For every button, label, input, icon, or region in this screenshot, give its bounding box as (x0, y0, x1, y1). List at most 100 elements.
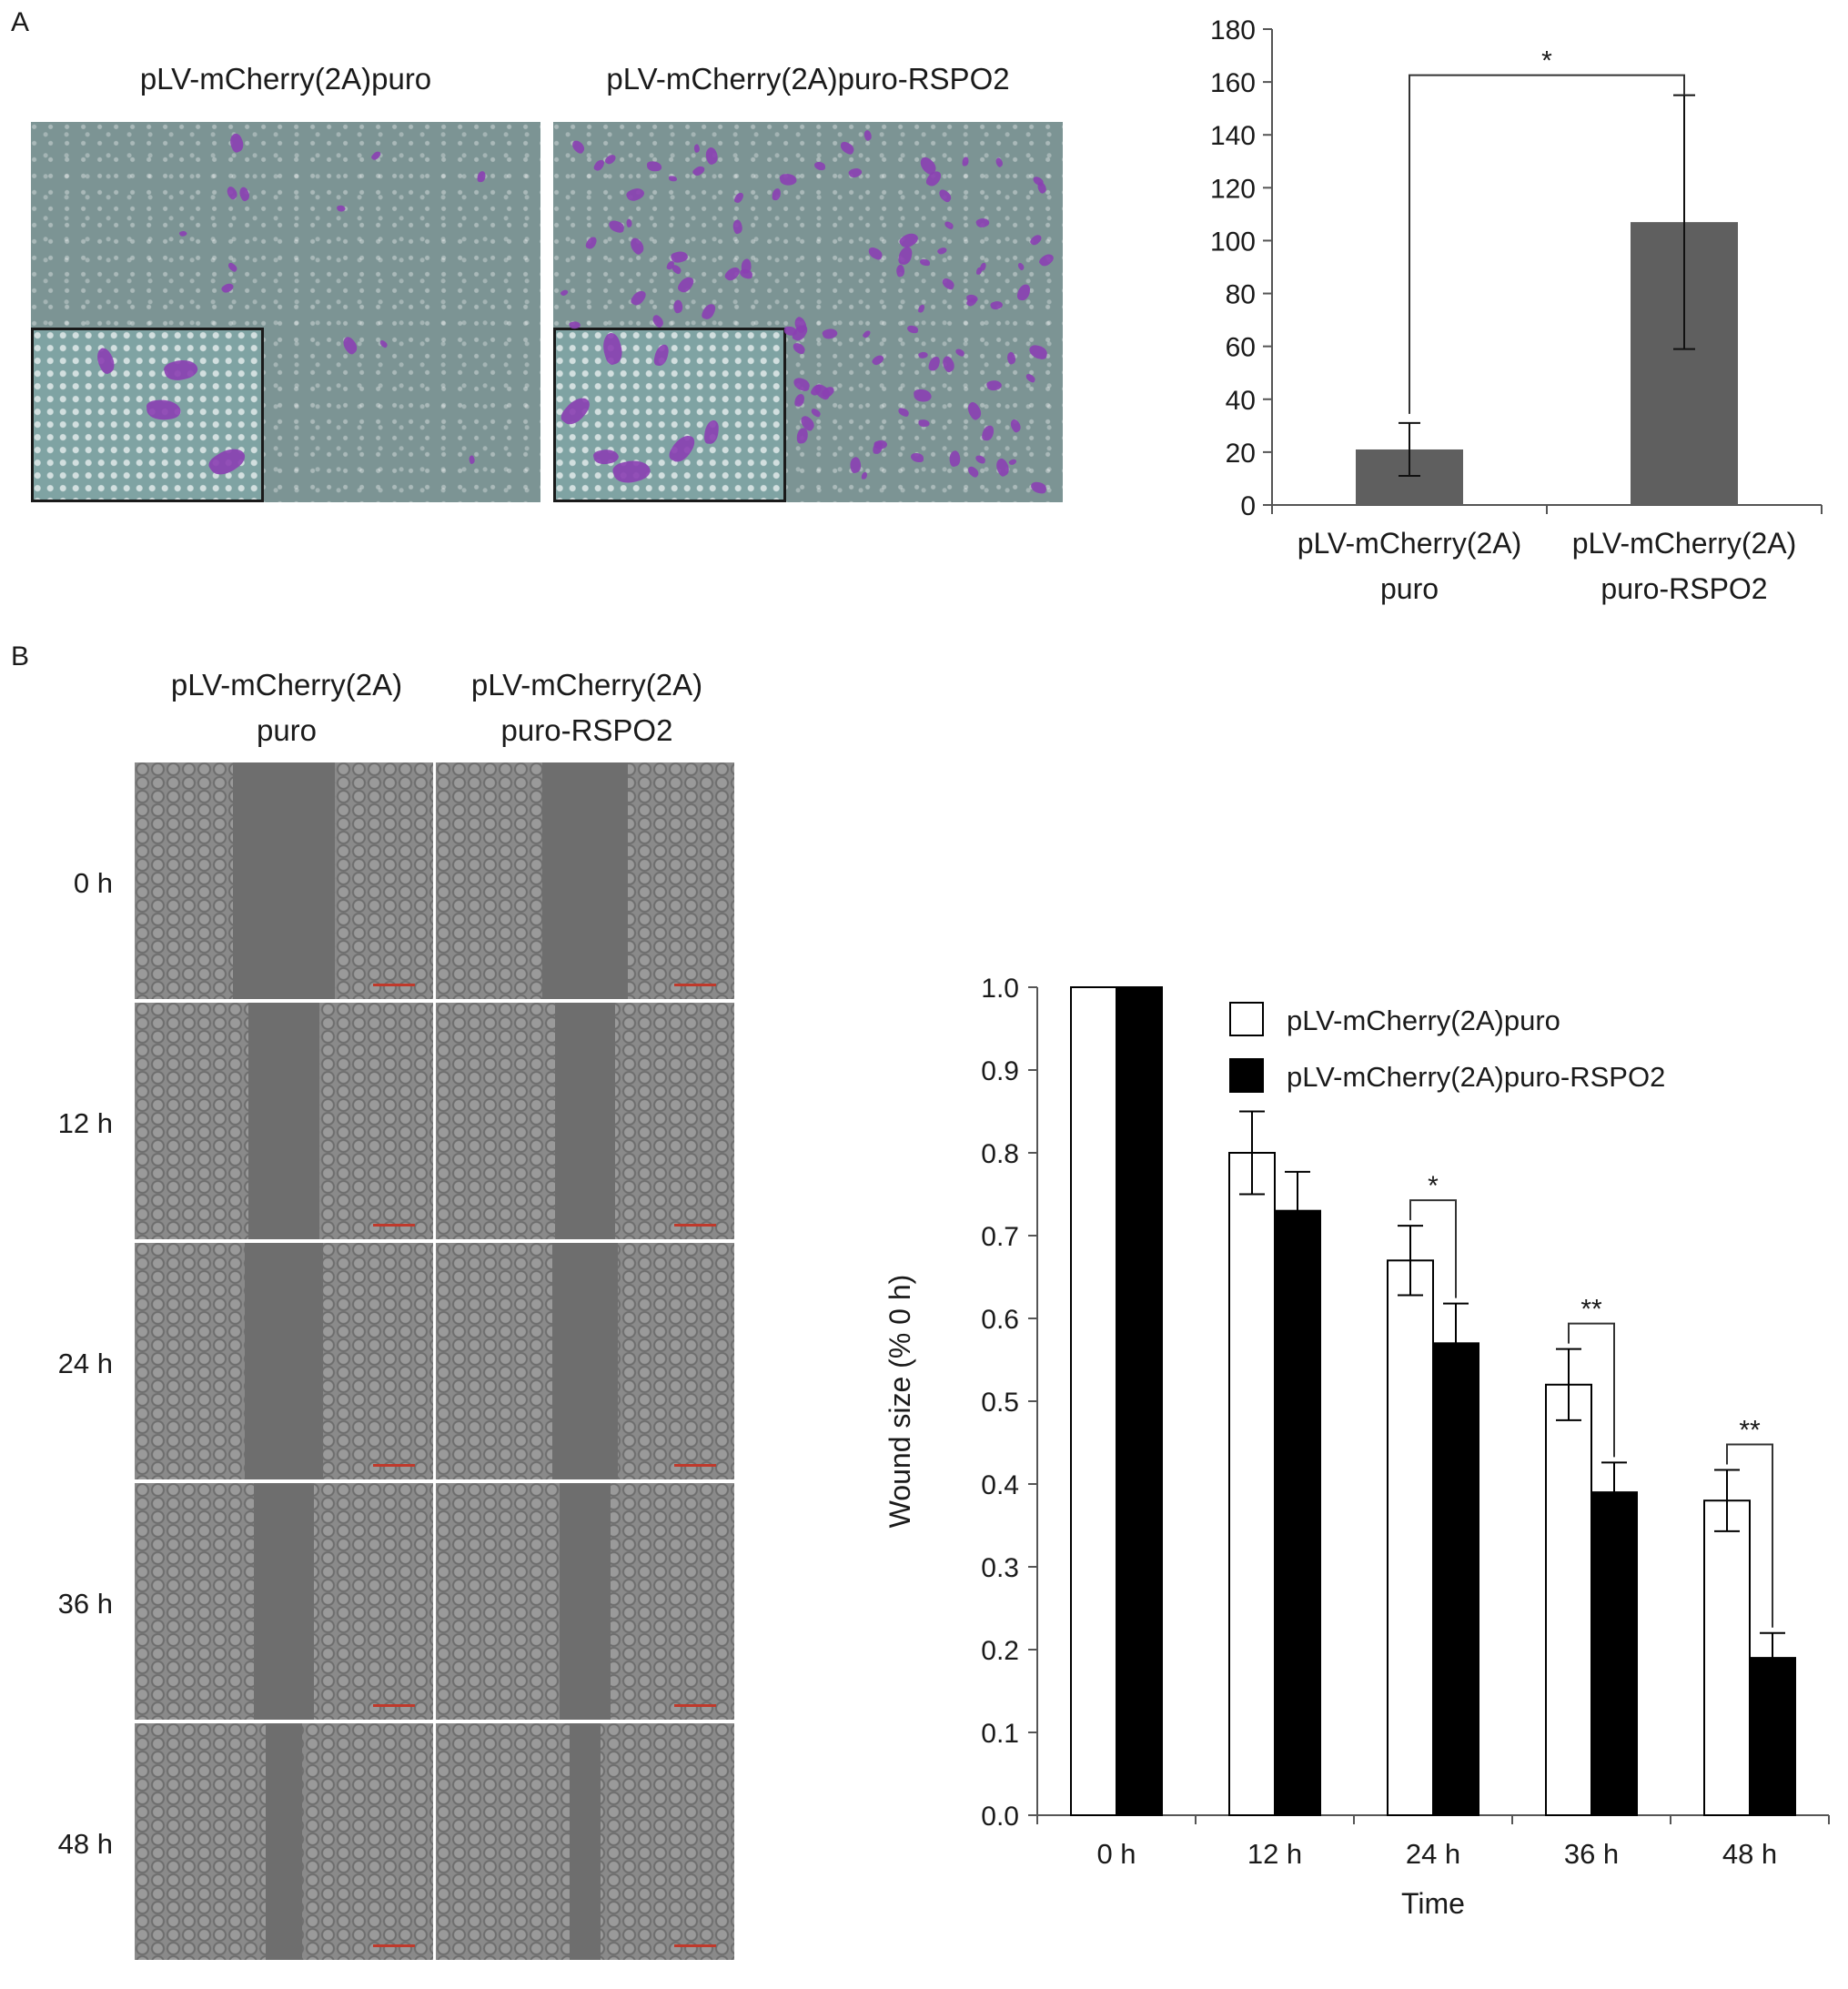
stained-cell (178, 229, 188, 238)
stained-cell (814, 161, 826, 170)
legend-label: pLV-mCherry(2A)puro (1287, 1005, 1560, 1036)
stained-cell (338, 334, 360, 356)
stained-cell (812, 382, 833, 402)
bar-rspo2 (1432, 1342, 1479, 1816)
transwell-inset-rspo2 (553, 328, 786, 502)
stained-cell (954, 348, 966, 358)
wound-gap (254, 1483, 314, 1720)
stained-cell-large (162, 355, 200, 384)
stained-cell-large (611, 456, 652, 488)
wound-image-rspo2 (436, 762, 734, 999)
y-tick-label: 160 (1210, 68, 1256, 98)
bar-puro (1070, 986, 1117, 1816)
y-tick-label: 120 (1210, 174, 1256, 204)
stained-cell (792, 377, 811, 392)
stained-cell (625, 217, 633, 227)
wound-row-label: 24 h (57, 1348, 113, 1379)
stained-cell (907, 325, 919, 334)
stained-cell (675, 273, 696, 296)
transwell-inset-puro (31, 328, 264, 502)
stained-cell (894, 264, 906, 278)
x-tick-label: pLV-mCherry(2A) (1298, 527, 1522, 560)
y-tick-label: 0.8 (981, 1139, 1019, 1169)
y-tick-label: 1.0 (981, 974, 1019, 1004)
stained-cell (700, 301, 717, 321)
stained-cell (1025, 373, 1036, 384)
stained-cell (1005, 351, 1017, 366)
bar-puro (1387, 1259, 1434, 1816)
scale-bar (373, 1464, 415, 1467)
scale-bar (373, 1944, 415, 1947)
stained-cell-large (146, 398, 182, 421)
stained-cell (220, 281, 235, 296)
stained-cell (809, 408, 822, 419)
stained-cell (994, 156, 1005, 168)
y-tick-label: 40 (1226, 386, 1256, 416)
stained-cell-large (599, 331, 627, 367)
stained-cell (985, 378, 1003, 392)
wound-row-label: 0 h (73, 867, 113, 899)
x-tick-label: 36 h (1564, 1838, 1619, 1870)
stained-cell (862, 129, 874, 143)
stained-cell (965, 464, 981, 479)
significance-bracket (1409, 1199, 1457, 1298)
stained-cell (670, 248, 689, 265)
invasion-bar-chart: 0 20 40 60 80 100 120 140 160 180 pLV-mCherry(2A) p… (1210, 15, 1823, 605)
stained-cell (1016, 283, 1031, 302)
stained-cell (668, 175, 678, 182)
scale-bar (373, 984, 415, 986)
transwell-caption-puro: pLV-mCherry(2A)puro (139, 62, 432, 96)
stained-cell (918, 350, 929, 359)
stained-cell (848, 456, 863, 474)
y-tick-label: 0.0 (981, 1802, 1019, 1832)
wound-gap (245, 1243, 323, 1479)
stained-cell (981, 424, 995, 442)
x-tick-label: 48 h (1722, 1838, 1777, 1870)
stained-cell (918, 419, 930, 428)
stained-cell (927, 355, 941, 372)
scale-bar (373, 1704, 415, 1707)
stained-cell (1016, 261, 1026, 271)
stained-cell (896, 407, 910, 418)
wound-gap (233, 762, 335, 999)
x-axis-title: Time (1401, 1887, 1465, 1920)
wound-gap (554, 1003, 616, 1239)
y-tick-label: 0.1 (981, 1719, 1019, 1749)
stained-cell (1007, 457, 1017, 467)
transwell-image-rspo2 (553, 122, 1063, 502)
stained-cell (866, 246, 884, 261)
y-tick-label: 60 (1226, 333, 1256, 363)
stained-cell (227, 261, 239, 273)
scale-bar (674, 1944, 716, 1947)
stained-cell (940, 277, 956, 291)
stained-cell (847, 166, 863, 180)
y-tick-label: 0.7 (981, 1222, 1019, 1252)
stained-cell (910, 453, 924, 462)
stained-cell (936, 246, 949, 257)
stained-cell (703, 146, 722, 167)
wound-image-rspo2 (436, 1243, 734, 1479)
wound-image-rspo2 (436, 1003, 734, 1239)
stained-cell (974, 454, 987, 464)
y-tick-label: 140 (1210, 121, 1256, 151)
stained-cell (227, 132, 247, 155)
wound-image-puro (135, 1483, 433, 1720)
x-tick-label: puro (1380, 572, 1439, 605)
stained-cell (778, 172, 797, 187)
stained-cell (975, 268, 982, 276)
wound-image-rspo2 (436, 1723, 734, 1960)
y-tick-label: 180 (1210, 15, 1256, 45)
stained-cell-large (652, 343, 671, 367)
stained-cell (939, 354, 957, 373)
bar-rspo2 (1116, 986, 1163, 1816)
wound-image-puro (135, 1243, 433, 1479)
significance-label: ** (1580, 1295, 1602, 1325)
wound-header-rspo2-text: pLV-mCherry(2A) puro-RSPO2 (470, 668, 703, 747)
stained-cell (560, 288, 570, 298)
wound-gap (541, 762, 629, 999)
y-tick-label: 80 (1226, 280, 1256, 310)
significance-label: ** (1739, 1416, 1761, 1446)
significance-label: * (1428, 1171, 1439, 1201)
wound-row-label: 12 h (57, 1107, 113, 1139)
stained-cell-large (558, 392, 594, 429)
